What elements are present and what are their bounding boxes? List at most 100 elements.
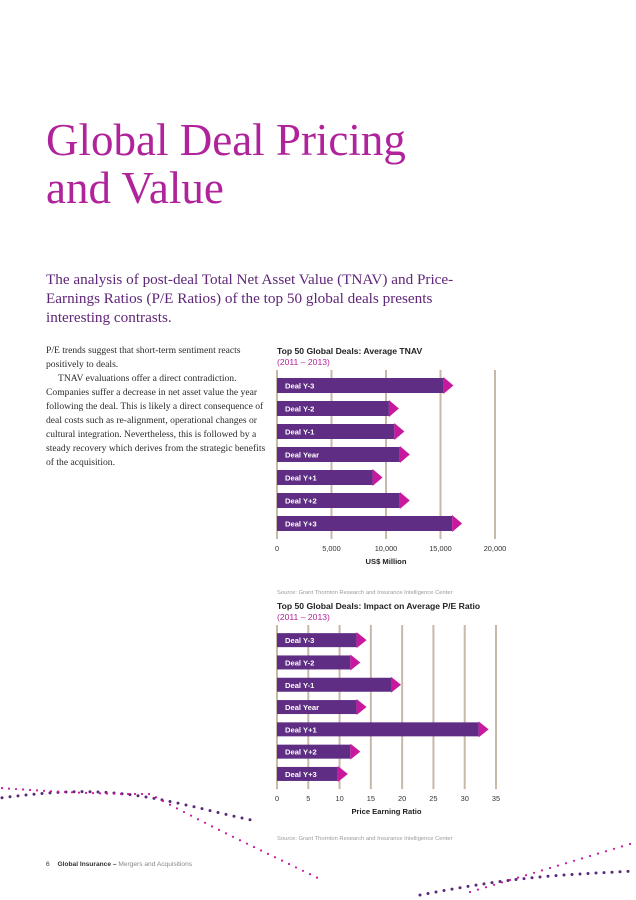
decorative-dot [450,887,454,891]
pe-bar-arrow [350,743,361,760]
decorative-dot [562,873,566,877]
pe-bar-arrow [478,721,489,738]
pe-chart-source: Source: Grant Thornton Research and Insu… [277,836,453,842]
decorative-dot [586,872,590,876]
decorative-dot [42,789,46,792]
tnav-bar [277,378,444,393]
tnav-bar [277,424,395,439]
decorative-dot [210,825,214,828]
decorative-dot [492,883,496,886]
decorative-dot [596,852,600,855]
pe-bar-label: Deal Y-1 [285,681,315,690]
tnav-bar [277,447,400,462]
decorative-dot [168,799,172,803]
decorative-dot [63,790,67,794]
pe-bar [277,722,479,737]
tnav-bar-label: Deal Y+3 [285,520,317,529]
decorative-dot [200,807,204,811]
decorative-dot [308,873,312,876]
decorative-dot [458,886,462,890]
decorative-dot [245,842,249,845]
pe-axis-label: Price Earning Ratio [351,807,421,816]
pe-chart-title: Top 50 Global Deals: Impact on Average P… [277,601,481,611]
tnav-bar [277,516,453,531]
decorative-dot [548,866,552,870]
tnav-bar-label: Deal Y-3 [285,382,314,391]
decorative-dot [105,792,109,795]
decorative-dot [182,810,186,814]
decorative-dot [49,790,53,793]
decorative-dot [161,799,165,803]
tnav-bar-label: Deal Y-1 [285,428,315,437]
decorative-dot [184,803,188,807]
pe-tick-label: 35 [492,794,500,803]
decorative-dot [119,792,123,795]
tnav-bar-arrow [394,423,405,440]
decorative-dot [128,793,132,797]
pe-bar-arrow [356,699,367,716]
decorative-dot [524,874,528,877]
pe-bar [277,633,357,648]
pe-bar [277,655,351,670]
tnav-tick-label: 10,000 [375,544,398,553]
decorative-dot [508,878,512,882]
decorative-dot [98,792,102,795]
decorative-dot [84,791,88,794]
tnav-chart-subtitle: (2011 – 2013) [277,357,330,367]
decorative-dot [580,857,584,860]
decorative-dot [546,874,550,878]
decorative-dot [0,796,4,800]
decorative-dot [315,876,319,879]
page-title-line-1: Global Deal Pricing [46,115,406,165]
decorative-dot [112,792,116,795]
footer-section: Mergers and Acquisitions [118,861,193,868]
decorative-dot [301,869,305,872]
body-paragraph-2: TNAV evaluations offer a direct contradi… [46,373,266,468]
decorative-dot [0,787,4,790]
tnav-tick-label: 20,000 [484,544,507,553]
decorative-dot [628,842,632,846]
decorative-dot [602,871,606,875]
decorative-dot [522,877,526,881]
decorative-dot [203,821,207,824]
decorative-dot [594,871,598,875]
decorative-dot [280,859,284,862]
decorative-dot [80,790,84,794]
decorative-dot [133,792,137,796]
tnav-chart-source: Source: Grant Thornton Research and Insu… [277,590,453,596]
tnav-chart-title: Top 50 Global Deals: Average TNAV [277,346,423,356]
body-paragraph-1: P/E trends suggest that short-term senti… [46,345,241,370]
decorative-dot [514,877,518,881]
tnav-bar-label: Deal Y+1 [285,474,318,483]
decorative-dot [168,803,172,806]
decorative-dot [240,816,244,820]
decorative-dot [232,814,236,818]
pe-bar-label: Deal Y-2 [285,658,314,667]
decorative-dot [572,859,576,862]
pe-bar-arrow [391,676,402,693]
pe-bar [277,744,351,759]
decorative-dot [490,881,494,885]
tnav-bar [277,493,400,508]
pe-bar-label: Deal Y+2 [285,748,317,757]
tnav-chart-block: Top 50 Global Deals: Average TNAV (2011 … [275,346,607,596]
tnav-bar [277,470,373,485]
pe-chart: Deal Y-3 Deal Y-2 Deal Y-1 Deal Year Deal Y+… [275,625,500,816]
decorative-dot [442,889,446,893]
decorative-dot [154,796,158,799]
decorative-dot [626,869,630,873]
decorative-dot [126,792,130,796]
tnav-bar-arrow [452,515,463,532]
decorative-dot [612,847,616,850]
decorative-dot [564,862,568,865]
decorative-dot [500,881,504,884]
decorative-dot [266,852,270,855]
pe-tick-label: 20 [398,794,406,803]
tnav-bar-label: Deal Year [285,451,319,460]
decorative-dot [40,791,44,795]
pe-tick-label: 0 [275,794,279,803]
tnav-tick-label: 15,000 [429,544,452,553]
decorative-dot [474,883,478,887]
decorative-dot [176,801,180,805]
decorative-dot [588,854,592,858]
